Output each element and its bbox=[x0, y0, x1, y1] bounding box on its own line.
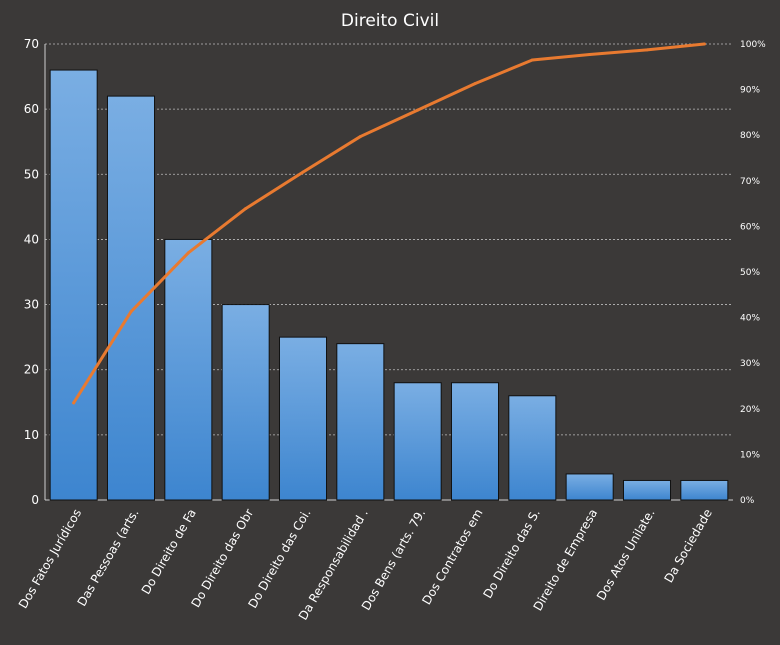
bar bbox=[565, 473, 614, 501]
y-tick-label: 40 bbox=[24, 232, 39, 246]
x-tick-label: Dos Bens (arts. 79. bbox=[359, 506, 428, 612]
x-tick-label: Das Pessoas (arts. bbox=[75, 507, 142, 609]
cumulative-point bbox=[129, 310, 133, 314]
cumulative-point bbox=[473, 82, 477, 86]
cumulative-point bbox=[645, 48, 649, 52]
x-tick-label: Dos Fatos Jurídicos bbox=[16, 507, 84, 611]
x-tick-label: Do Direito de Fa bbox=[139, 507, 199, 597]
y-tick-label: 50 bbox=[24, 167, 39, 181]
bar bbox=[450, 382, 500, 501]
bar bbox=[49, 69, 98, 501]
bar-series bbox=[49, 69, 729, 501]
x-tick-label: Da Sociedade bbox=[661, 507, 714, 586]
y2-tick-label: 100% bbox=[740, 40, 766, 50]
x-tick-label: Dos Contratos em bbox=[419, 507, 485, 608]
bar bbox=[393, 382, 442, 501]
bar bbox=[336, 343, 385, 501]
y2-tick-label: 0% bbox=[740, 496, 755, 506]
y-tick-label: 30 bbox=[24, 298, 39, 312]
bar bbox=[622, 479, 672, 501]
y2-tick-label: 40% bbox=[740, 314, 760, 324]
y-axis-right: 0% 10% 20% 30% 40% 50% 60% 70% 80% 90% 100% bbox=[740, 40, 766, 506]
bar bbox=[508, 395, 557, 501]
cumulative-point bbox=[416, 108, 420, 112]
bar bbox=[680, 479, 729, 501]
x-tick-label: Do Direito das Coi. bbox=[245, 507, 313, 611]
y-tick-label: 0 bbox=[31, 493, 39, 507]
cumulative-point bbox=[244, 207, 248, 211]
cumulative-point bbox=[301, 170, 305, 174]
y-axis-left: 0 10 20 30 40 50 60 70 bbox=[24, 37, 39, 507]
bar bbox=[106, 95, 156, 501]
cumulative-line bbox=[72, 42, 706, 405]
x-tick-label: Direito de Empresa bbox=[531, 507, 601, 614]
cumulative-point bbox=[530, 58, 534, 62]
bar bbox=[164, 238, 213, 501]
bar bbox=[278, 336, 328, 501]
cumulative-point bbox=[702, 42, 706, 46]
gridlines bbox=[44, 43, 733, 501]
y2-tick-label: 70% bbox=[740, 177, 760, 187]
chart-title: Direito Civil bbox=[341, 11, 439, 31]
y-tick-label: 10 bbox=[24, 428, 39, 442]
y2-tick-label: 60% bbox=[740, 222, 760, 232]
y2-tick-label: 10% bbox=[740, 450, 760, 460]
y-tick-label: 70 bbox=[24, 37, 39, 51]
bar bbox=[221, 304, 270, 501]
y2-tick-label: 30% bbox=[740, 359, 760, 369]
x-tick-label: Do Direito das S. bbox=[480, 507, 542, 601]
y2-tick-label: 90% bbox=[740, 86, 760, 96]
y2-tick-label: 80% bbox=[740, 131, 760, 141]
y-tick-label: 20 bbox=[24, 363, 39, 377]
x-tick-label: Dos Atos Unilate. bbox=[594, 507, 658, 603]
cumulative-point bbox=[72, 401, 76, 405]
x-tick-label: Do Direito das Obr bbox=[189, 506, 257, 609]
cumulative-point bbox=[588, 52, 592, 56]
y2-tick-label: 50% bbox=[740, 268, 760, 278]
cumulative-line-series bbox=[72, 42, 706, 405]
cumulative-point bbox=[358, 135, 362, 139]
y-tick-label: 60 bbox=[24, 102, 39, 116]
cumulative-point bbox=[186, 251, 190, 255]
y2-tick-label: 20% bbox=[740, 405, 760, 415]
